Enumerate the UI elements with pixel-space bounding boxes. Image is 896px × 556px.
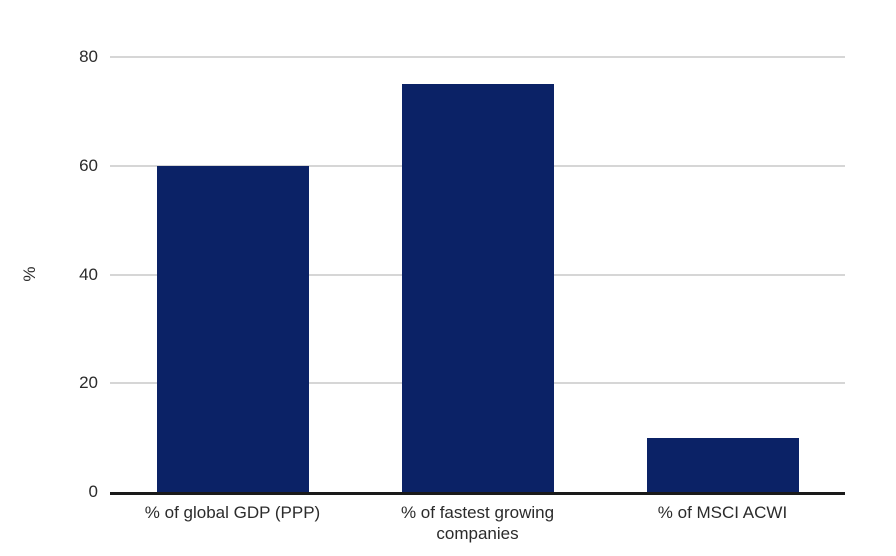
category-slot-fastest-growing bbox=[355, 57, 600, 492]
y-tick-label-0: 0 bbox=[88, 482, 98, 501]
x-axis-labels: % of global GDP (PPP) % of fastest growi… bbox=[110, 502, 845, 545]
y-tick-label-80: 80 bbox=[79, 47, 98, 66]
category-slot-msci-acwi bbox=[600, 57, 845, 492]
category-slot-gdp bbox=[110, 57, 355, 492]
y-tick-label-40: 40 bbox=[79, 264, 98, 284]
x-label-global-gdp-ppp: % of global GDP (PPP) bbox=[144, 503, 321, 522]
bar-global-gdp-ppp bbox=[156, 165, 309, 492]
bars-row bbox=[110, 57, 845, 492]
plot-area: 0 20 40 60 80 bbox=[79, 47, 845, 501]
bar-fastest-growing-companies bbox=[401, 84, 554, 492]
y-axis-title: % bbox=[20, 266, 39, 282]
x-label-fastest-growing-companies: % of fastest growing companies bbox=[400, 503, 555, 544]
bar-msci-acwi bbox=[646, 437, 799, 492]
x-label-msci-acwi: % of MSCI ACWI bbox=[657, 503, 788, 522]
y-tick-label-60: 60 bbox=[79, 155, 98, 175]
gridline-80 bbox=[110, 56, 845, 58]
y-tick-label-20: 20 bbox=[79, 373, 98, 393]
